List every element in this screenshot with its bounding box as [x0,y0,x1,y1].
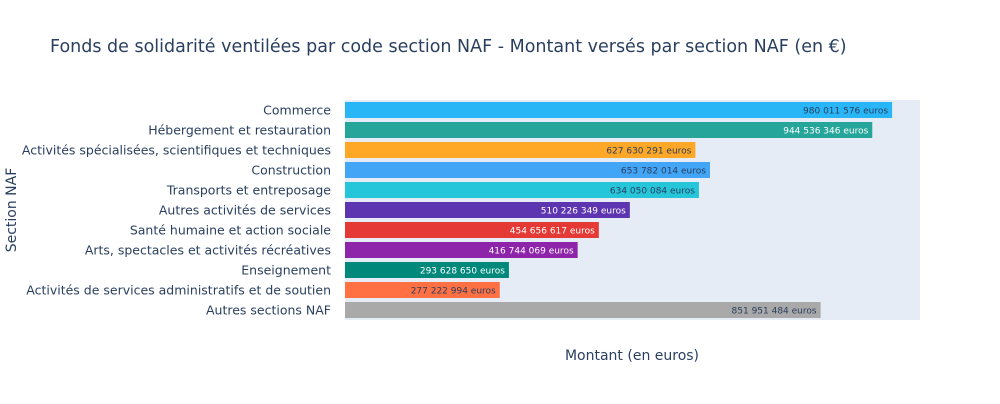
y-axis-title: Section NAF [4,168,20,253]
y-tick-label-8: Enseignement [241,263,331,278]
data-label-1: 944 536 346 euros [783,127,868,137]
y-tick-label-4: Transports et entreposage [166,183,331,198]
bar-3 [345,162,710,178]
bar-1 [345,122,873,138]
data-label-9: 277 222 994 euros [411,287,496,297]
data-label-5: 510 226 349 euros [541,207,626,217]
bar-8 [345,262,509,278]
y-tick-label-7: Arts, spectacles et activités récréative… [85,243,331,258]
data-label-8: 293 628 650 euros [420,267,505,277]
chart-title: Fonds de solidarité ventilées par code s… [50,37,847,57]
y-tick-label-0: Commerce [263,103,331,118]
data-label-6: 454 656 617 euros [510,227,595,237]
bar-5 [345,202,630,218]
data-label-7: 416 744 069 euros [489,247,574,257]
bar-9 [345,282,500,298]
y-tick-labels: Commerce Hébergement et restauration Activ… [22,103,331,318]
bar-6 [345,222,599,238]
y-tick-label-1: Hébergement et restauration [148,123,331,138]
data-label-3: 653 782 014 euros [621,167,706,177]
y-tick-label-3: Construction [251,163,331,178]
y-tick-label-5: Autres activités de services [159,203,331,218]
data-label-2: 627 630 291 euros [606,147,691,157]
y-tick-label-2: Activités spécialisées, scientifiques et… [22,143,331,158]
y-tick-label-10: Autres sections NAF [206,303,331,318]
data-label-10: 851 951 484 euros [732,307,817,317]
data-label-4: 634 050 084 euros [610,187,695,197]
y-tick-label-9: Activités de services administratifs et … [26,283,331,298]
bar-0 [345,102,893,118]
x-axis-title: Montant (en euros) [565,348,699,364]
y-tick-label-6: Santé humaine et action sociale [130,223,331,238]
bars-layer [345,102,893,318]
bar-2 [345,142,696,158]
bar-7 [345,242,578,258]
data-labels: 980 011 576 euros 944 536 346 euros 627 63… [411,107,889,317]
bar-4 [345,182,699,198]
data-label-0: 980 011 576 euros [803,107,888,117]
bar-10 [345,302,821,318]
